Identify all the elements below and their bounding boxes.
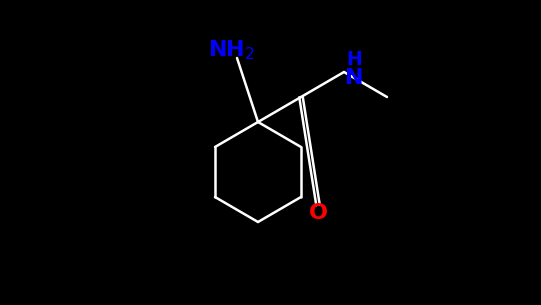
Text: NH$_2$: NH$_2$ [208,38,255,62]
Text: H: H [346,50,362,69]
Text: N: N [345,68,363,88]
Text: O: O [308,203,327,223]
